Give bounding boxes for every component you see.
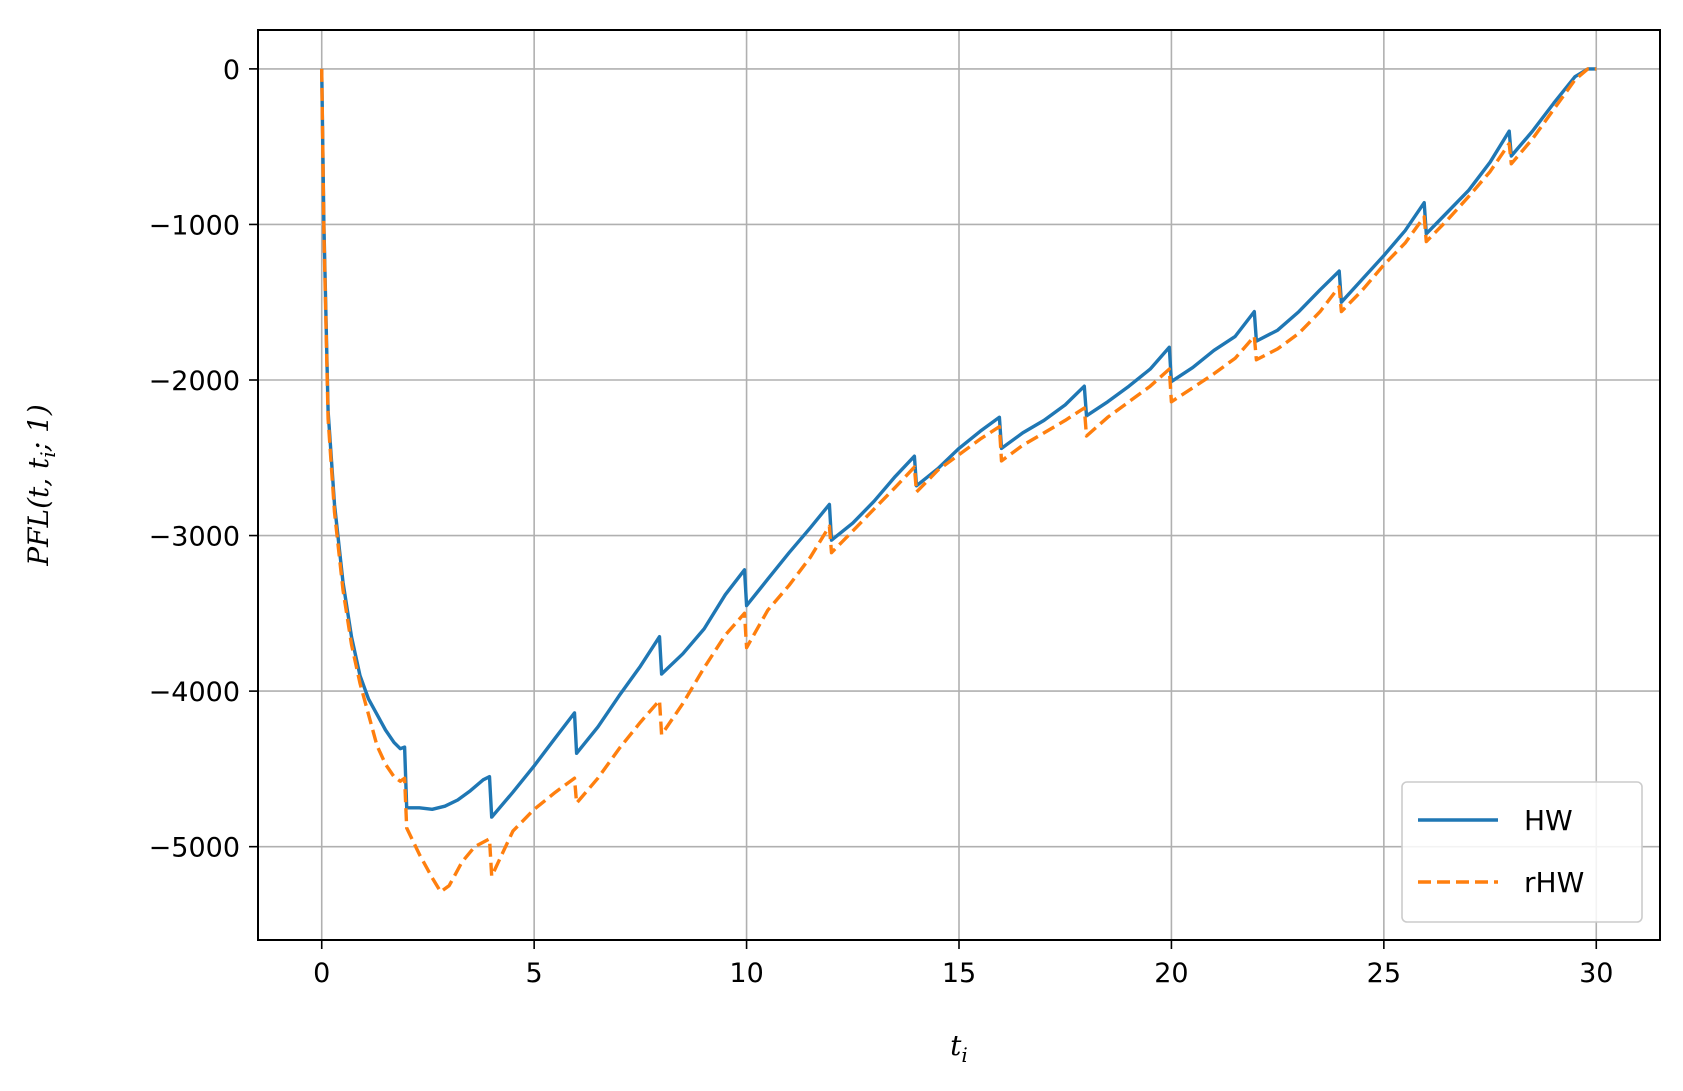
x-axis-label: ti <box>950 1029 968 1067</box>
legend-label-hw: HW <box>1524 804 1573 837</box>
x-tick-label: 15 <box>942 958 976 989</box>
y-tick-label: −3000 <box>149 522 240 553</box>
y-tick-label: −1000 <box>149 210 240 241</box>
x-tick-label: 10 <box>729 958 763 989</box>
y-tick-label: 0 <box>223 55 240 86</box>
x-tick-label: 20 <box>1154 958 1188 989</box>
axis-ticks: 0 5 10 15 20 25 30 0 −1000 −2000 −3000 −4000 −5000 <box>149 55 1614 989</box>
y-tick-label: −5000 <box>149 833 240 864</box>
x-tick-label: 0 <box>313 958 330 989</box>
x-tick-label: 30 <box>1579 958 1613 989</box>
legend-label-rhw: rHW <box>1524 866 1584 899</box>
y-tick-label: −4000 <box>149 677 240 708</box>
x-tick-label: 5 <box>526 958 543 989</box>
legend: HW rHW <box>1401 781 1643 923</box>
series-line-hw <box>320 67 1597 819</box>
y-axis-label: PFL(t, ti; 1) <box>22 404 60 567</box>
y-tick-label: −2000 <box>149 366 240 397</box>
series-line-rhw <box>320 67 1597 894</box>
series-layer <box>320 67 1597 894</box>
legend-box <box>1401 781 1643 923</box>
x-tick-label: 25 <box>1367 958 1401 989</box>
